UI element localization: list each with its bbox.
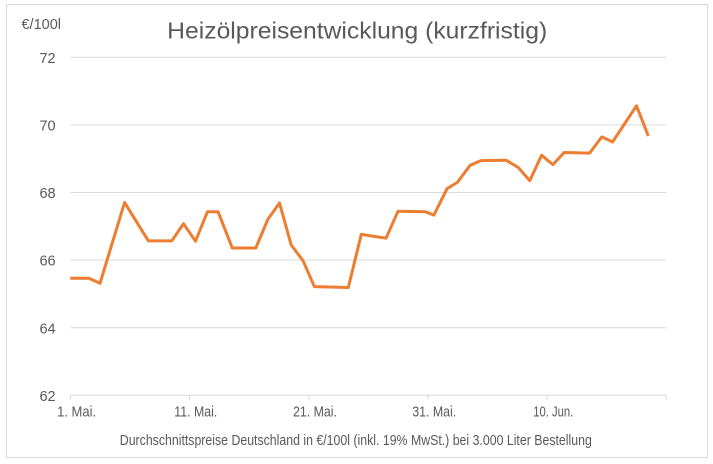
svg-text:11. Mai.: 11. Mai. — [174, 405, 217, 421]
svg-text:Heizölpreisentwicklung (kurzfr: Heizölpreisentwicklung (kurzfristig) — [167, 18, 547, 44]
svg-text:64: 64 — [39, 321, 55, 337]
svg-text:31. Mai.: 31. Mai. — [412, 405, 456, 421]
svg-text:72: 72 — [39, 51, 55, 67]
svg-text:10. Jun.: 10. Jun. — [533, 405, 573, 421]
svg-text:70: 70 — [39, 118, 55, 134]
svg-text:68: 68 — [39, 186, 55, 202]
svg-text:Durchschnittspreise Deutschlan: Durchschnittspreise Deutschland in €/100… — [120, 433, 592, 449]
svg-text:€/100l: €/100l — [22, 17, 62, 33]
svg-text:66: 66 — [39, 254, 55, 270]
svg-text:62: 62 — [39, 389, 55, 405]
svg-text:1. Mai.: 1. Mai. — [57, 405, 96, 421]
svg-text:21. Mai.: 21. Mai. — [293, 405, 337, 421]
